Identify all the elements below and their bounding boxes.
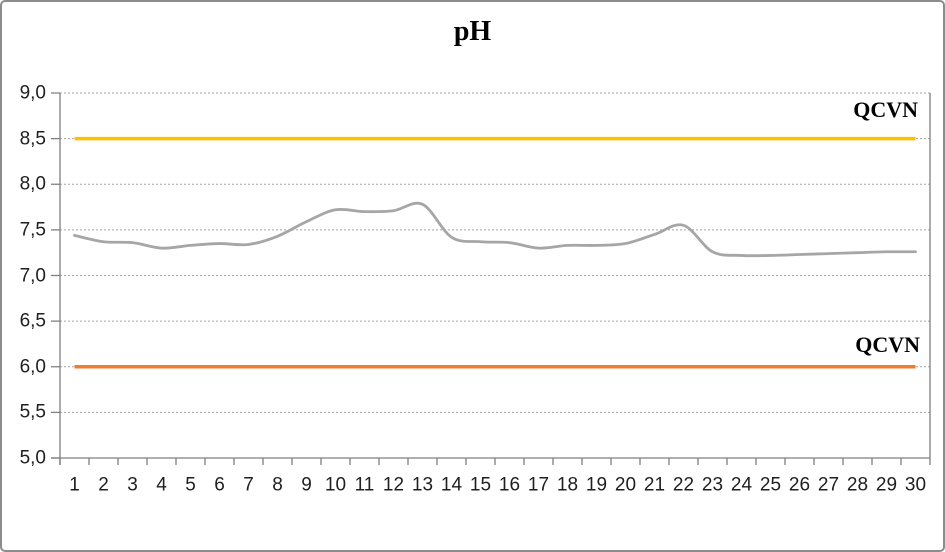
x-tick-label: 6: [214, 474, 225, 496]
x-tick-label: 5: [185, 474, 196, 496]
y-tick-label: 6,0: [19, 356, 46, 378]
ph-series-line: [73, 201, 917, 258]
x-tick-label: 24: [730, 474, 753, 496]
x-tick-label: 23: [701, 474, 724, 496]
qcvn-upper-limit-label: QCVN: [853, 97, 918, 122]
x-tick-label: 20: [614, 474, 637, 496]
x-tick-label: 30: [904, 474, 927, 496]
y-tick-label: 6,5: [19, 310, 46, 332]
y-tick-label: 9,0: [19, 82, 46, 104]
x-tick-label: 19: [585, 474, 608, 496]
x-tick-label: 22: [672, 474, 695, 496]
x-tick-label: 26: [788, 474, 811, 496]
x-tick-label: 17: [527, 474, 550, 496]
x-tick-label: 27: [817, 474, 840, 496]
x-tick-label: 3: [127, 474, 138, 496]
y-tick-label: 5,5: [19, 401, 46, 423]
x-tick-label: 25: [759, 474, 782, 496]
qcvn-lower-limit-label: QCVN: [855, 332, 920, 357]
y-tick-label: 8,0: [19, 173, 46, 195]
x-tick-label: 21: [643, 474, 666, 496]
x-tick-label: 2: [98, 474, 109, 496]
x-tick-label: 1: [69, 474, 80, 496]
x-tick-label: 4: [156, 474, 167, 496]
x-tick-label: 15: [469, 474, 492, 496]
y-tick-label: 7,0: [19, 265, 46, 286]
y-tick-label: 7,5: [19, 219, 46, 241]
y-tick-label: 8,5: [19, 128, 46, 150]
chart-title: pH: [453, 16, 492, 47]
y-tick-label: 5,0: [19, 447, 46, 469]
x-tick-label: 12: [382, 474, 405, 496]
x-tick-label: 14: [440, 474, 463, 496]
x-tick-label: 8: [272, 474, 283, 496]
x-tick-label: 16: [498, 474, 521, 496]
x-tick-label: 29: [875, 474, 898, 496]
x-tick-label: 10: [324, 474, 347, 496]
x-tick-label: 18: [556, 474, 579, 496]
x-tick-label: 28: [846, 474, 869, 496]
x-tick-label: 11: [354, 474, 375, 496]
x-tick-label: 13: [411, 474, 434, 496]
x-tick-label: 9: [301, 474, 312, 496]
x-tick-label: 7: [243, 474, 254, 496]
